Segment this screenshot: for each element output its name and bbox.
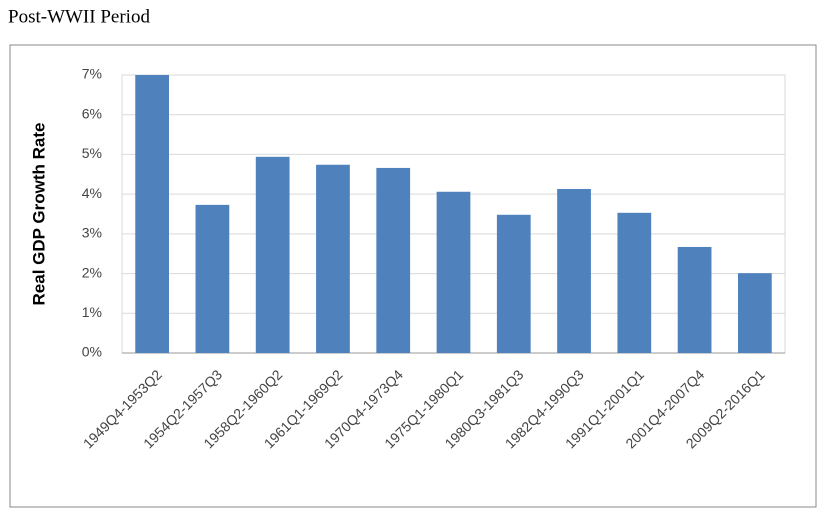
y-tick-label: 3% — [82, 225, 102, 241]
y-tick-label: 4% — [82, 185, 102, 201]
bar — [255, 156, 290, 353]
bar — [436, 191, 471, 353]
y-tick-label: 6% — [82, 105, 102, 121]
bar — [135, 75, 170, 353]
bar — [737, 273, 772, 353]
y-tick-label: 2% — [82, 264, 102, 280]
bar — [557, 188, 591, 353]
bar — [376, 167, 411, 353]
y-tick-label: 1% — [82, 304, 102, 320]
page-title: Post-WWII Period — [8, 6, 150, 27]
bar — [617, 212, 652, 353]
bar — [195, 204, 230, 353]
bar — [677, 246, 712, 353]
y-tick-label: 0% — [82, 344, 102, 360]
bar — [496, 214, 531, 353]
y-tick-label: 7% — [82, 66, 102, 82]
chart-frame — [9, 44, 817, 508]
bar — [316, 164, 350, 353]
y-axis-label: Real GDP Growth Rate — [29, 123, 48, 306]
y-tick-label: 5% — [82, 145, 102, 161]
